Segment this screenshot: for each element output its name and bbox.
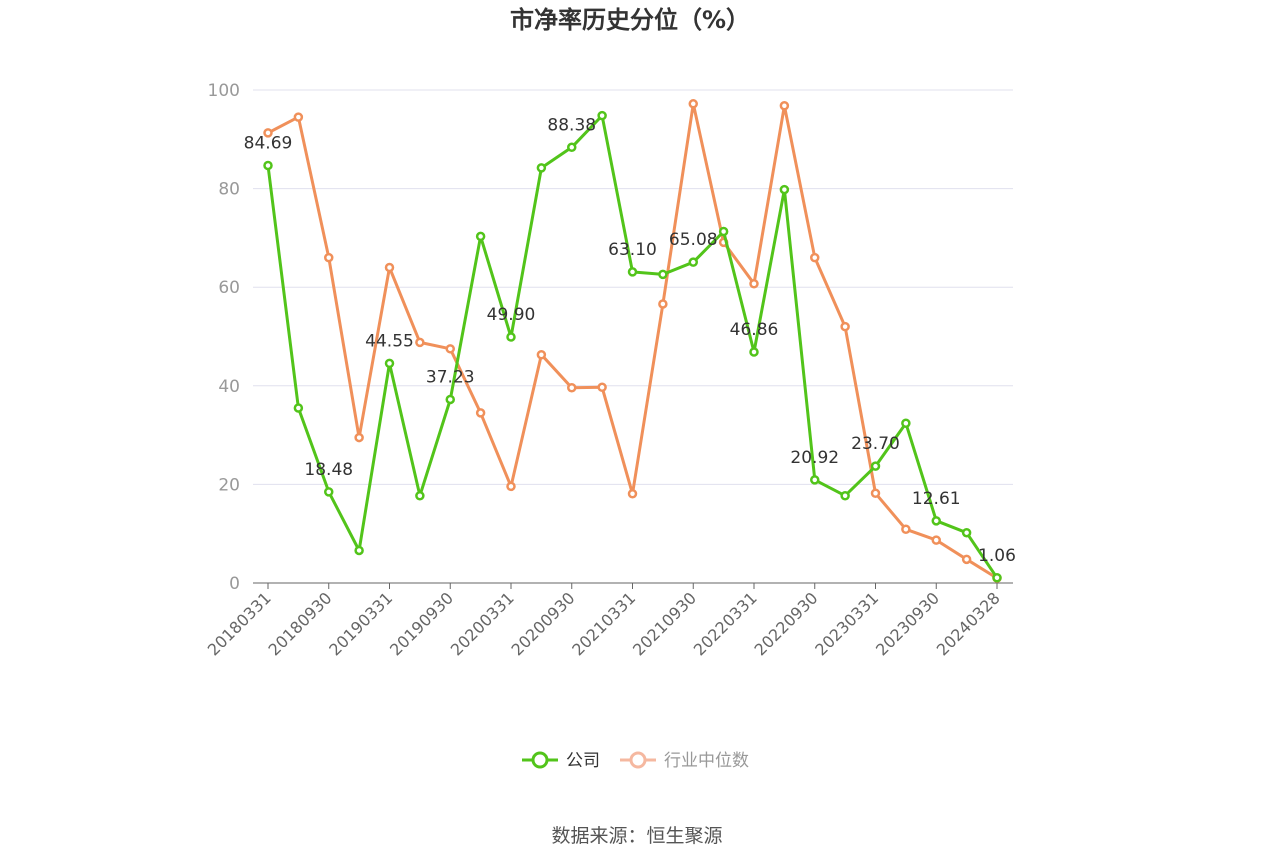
data-point bbox=[354, 545, 364, 556]
data-label: 65.08 bbox=[669, 230, 718, 250]
data-point bbox=[475, 408, 486, 418]
data-label: 63.10 bbox=[608, 240, 657, 260]
data-point bbox=[779, 101, 790, 111]
data-point bbox=[688, 99, 698, 109]
data-label: 37.23 bbox=[426, 367, 475, 387]
data-point bbox=[749, 347, 759, 357]
data-point bbox=[718, 226, 729, 237]
y-tick-label: 20 bbox=[218, 475, 240, 495]
data-point bbox=[324, 252, 334, 263]
data-label: 49.90 bbox=[487, 305, 536, 325]
data-point bbox=[384, 358, 395, 369]
x-tick-label: 20210331 bbox=[568, 588, 639, 659]
data-point bbox=[931, 535, 941, 545]
data-point bbox=[263, 160, 273, 171]
data-point bbox=[840, 490, 850, 501]
x-tick-label: 20200331 bbox=[447, 588, 518, 659]
data-point bbox=[627, 489, 638, 499]
data-label: 46.86 bbox=[730, 320, 779, 340]
data-point bbox=[475, 231, 486, 242]
data-point bbox=[536, 349, 547, 360]
data-point bbox=[263, 128, 273, 138]
legend-marker-industry bbox=[629, 751, 647, 769]
x-tick-label: 20220331 bbox=[690, 588, 761, 659]
x-tick-label: 20240328 bbox=[933, 588, 1004, 659]
data-point bbox=[354, 432, 364, 443]
data-point bbox=[810, 475, 820, 485]
x-tick-label: 20210930 bbox=[629, 588, 700, 659]
data-point bbox=[567, 142, 577, 153]
x-tick-label: 20220930 bbox=[751, 588, 822, 659]
y-tick-label: 40 bbox=[218, 377, 240, 397]
data-point bbox=[324, 487, 334, 497]
data-point bbox=[688, 257, 698, 267]
data-point bbox=[810, 252, 820, 263]
data-point bbox=[445, 344, 455, 354]
series-lines bbox=[263, 99, 1002, 583]
data-point bbox=[658, 269, 668, 280]
data-point bbox=[931, 516, 941, 526]
data-label: 44.55 bbox=[365, 331, 414, 351]
source-note: 数据来源：恒生聚源 bbox=[551, 825, 722, 847]
data-point bbox=[293, 112, 304, 122]
x-tick-label: 20190331 bbox=[325, 588, 396, 659]
data-point bbox=[506, 481, 516, 492]
data-point bbox=[415, 490, 425, 501]
x-tick-label: 20180930 bbox=[265, 588, 336, 659]
data-point bbox=[840, 321, 850, 332]
axes: 0 20 40 60 80 100 2018033120180930201903312019… bbox=[204, 81, 1013, 659]
legend-marker-company bbox=[531, 751, 549, 769]
legend[interactable]: 公司 行业中位数 bbox=[522, 751, 749, 771]
y-tick-label: 80 bbox=[218, 180, 240, 200]
x-tick-label: 20200930 bbox=[508, 588, 579, 659]
data-point bbox=[901, 524, 911, 535]
legend-label-industry: 行业中位数 bbox=[664, 751, 749, 771]
data-label: 18.48 bbox=[304, 460, 353, 480]
data-point bbox=[870, 488, 881, 499]
data-point bbox=[870, 461, 881, 471]
x-tick-label: 20190930 bbox=[386, 588, 457, 659]
data-point bbox=[567, 383, 577, 393]
legend-label-company: 公司 bbox=[566, 751, 600, 771]
x-tick-label: 20230930 bbox=[872, 588, 943, 659]
y-tick-label: 100 bbox=[208, 81, 240, 101]
data-label: 20.92 bbox=[790, 448, 839, 468]
data-point bbox=[293, 403, 304, 413]
data-label: 84.69 bbox=[244, 133, 293, 153]
data-point bbox=[658, 299, 668, 309]
data-point bbox=[415, 337, 425, 348]
data-point bbox=[506, 332, 516, 342]
data-point bbox=[749, 278, 759, 289]
data-point bbox=[597, 382, 607, 393]
series-company bbox=[263, 110, 1002, 583]
data-point bbox=[627, 267, 638, 277]
y-tick-label: 0 bbox=[229, 574, 240, 594]
data-point bbox=[961, 554, 972, 565]
data-point bbox=[384, 262, 395, 273]
chart-title: 市净率历史分位（%） bbox=[510, 6, 750, 34]
x-tick-label: 20230331 bbox=[811, 588, 882, 659]
legend-item-company[interactable]: 公司 bbox=[522, 751, 600, 771]
data-label: 23.70 bbox=[851, 434, 900, 454]
data-point bbox=[597, 110, 607, 121]
data-point bbox=[536, 163, 547, 173]
data-point bbox=[779, 184, 790, 195]
x-tick-label: 20180331 bbox=[204, 588, 275, 659]
data-point bbox=[992, 573, 1002, 583]
data-point bbox=[445, 394, 455, 405]
data-point bbox=[961, 527, 972, 538]
legend-item-industry-median[interactable]: 行业中位数 bbox=[620, 751, 749, 771]
data-label: 12.61 bbox=[912, 489, 961, 509]
data-labels: 84.69 18.48 44.55 37.23 49.90 88.38 63.10 65.08… bbox=[244, 115, 1016, 565]
data-label: 1.06 bbox=[978, 546, 1016, 566]
y-tick-label: 60 bbox=[218, 278, 240, 298]
data-point bbox=[901, 418, 911, 429]
grid bbox=[253, 89, 1013, 485]
data-label: 88.38 bbox=[547, 115, 596, 135]
